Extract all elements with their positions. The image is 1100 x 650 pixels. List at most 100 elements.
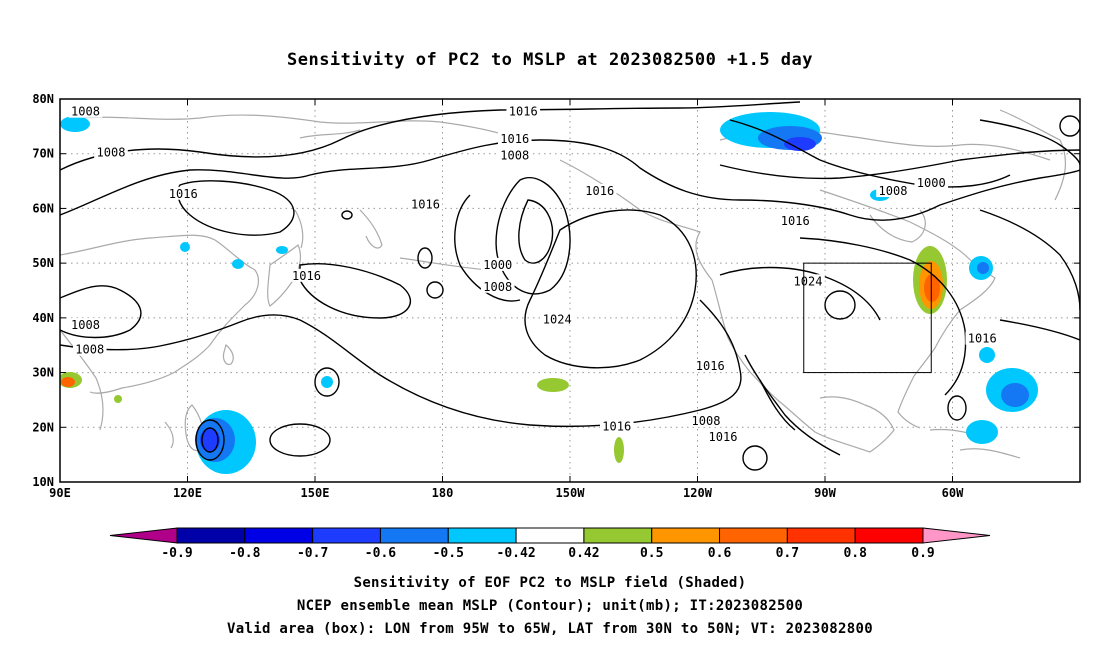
contour-label: 1024 [794, 274, 823, 288]
caption-line-3: Valid area (box): LON from 95W to 65W, L… [227, 621, 873, 637]
colorbar-labels: -0.9 -0.8 -0.7 -0.6 -0.5 -0.42 0.42 0.5 0.6 0.7 0.… [161, 546, 934, 561]
colorbar-segment [922, 527, 991, 544]
contour-label: 1016 [709, 430, 738, 444]
contour-label: 1016 [292, 269, 321, 283]
colorbar-segment [651, 527, 721, 544]
axis-ticks [59, 98, 1080, 483]
lon-label: 150W [556, 486, 586, 500]
contour-label-bg [876, 184, 910, 198]
mslp-contours [60, 101, 1080, 471]
colorbar-label: -0.6 [365, 546, 396, 561]
lon-label: 150E [301, 486, 330, 500]
colorbar-segment [176, 527, 246, 544]
contour-label-bg [778, 214, 813, 228]
lat-label: 40N [32, 311, 54, 325]
colorbar-segment [719, 527, 788, 544]
colorbar-segment [109, 527, 178, 544]
lat-label: 60N [32, 201, 54, 215]
figure-title: Sensitivity of PC2 to MSLP at 2023082500… [286, 50, 813, 70]
contour-label: 1016 [411, 198, 440, 212]
lon-label: 90E [49, 486, 71, 500]
contour-label: 1016 [500, 132, 529, 146]
colorbar-segment [583, 527, 653, 544]
contour-label: 1000 [483, 258, 512, 272]
contour-label-bg [693, 359, 728, 373]
lon-label: 180 [432, 486, 454, 500]
contour-label-bg [408, 197, 443, 211]
latitude-labels: 80N 70N 60N 50N 40N 30N 20N 10N [32, 92, 54, 489]
colorbar-segment [379, 527, 449, 544]
contour-label: 1016 [509, 105, 538, 119]
contour-label: 1016 [585, 184, 614, 198]
lat-label: 10N [32, 475, 54, 489]
contour-label-bg [791, 274, 825, 288]
contour-label: 1008 [71, 105, 100, 119]
contour-label-bg [166, 186, 201, 200]
colorbar [109, 527, 991, 544]
contour-label: 1008 [75, 343, 104, 357]
contour-label: 1016 [968, 332, 997, 346]
colorbar-segment [312, 527, 381, 544]
contour-label-bg [68, 104, 103, 118]
colorbar-label: 0.7 [776, 546, 799, 561]
contour-labels: 1008 1008 1016 1008 1008 1016 1016 1016 1016 1008… [68, 104, 1000, 444]
colorbar-label: 0.5 [640, 546, 663, 561]
lat-label: 30N [32, 366, 54, 380]
contour-label: 1008 [692, 414, 721, 428]
contour-label: 1016 [602, 419, 631, 433]
contour-label: 1016 [696, 359, 725, 373]
contour-label-bg [497, 132, 532, 146]
contour-label-bg [506, 104, 541, 118]
lon-label: 90W [814, 486, 836, 500]
contour-label-bg [914, 175, 949, 189]
contour-label-bg [540, 312, 575, 326]
colorbar-label: 0.9 [911, 546, 934, 561]
colorbar-segment [447, 527, 517, 544]
colorbar-label: -0.7 [297, 546, 328, 561]
lat-label: 50N [32, 256, 54, 270]
contour-label: 1016 [169, 187, 198, 201]
caption-line-1: Sensitivity of EOF PC2 to MSLP field (Sh… [353, 575, 747, 591]
contour-label-bg [582, 184, 617, 198]
colorbar-segment [515, 527, 585, 544]
contour-label-bg [68, 318, 103, 332]
longitude-labels: 90E 120E 150E 180 150W 120W 90W 60W [49, 486, 964, 500]
contour-label: 1008 [500, 148, 529, 162]
contour-label: 1024 [543, 313, 572, 327]
lon-label: 120W [683, 486, 713, 500]
colorbar-label: 0.6 [708, 546, 732, 561]
colorbar-label: -0.8 [229, 546, 260, 561]
contour-label: 1016 [781, 214, 810, 228]
lon-label: 60W [942, 486, 964, 500]
contour-label: 1008 [97, 146, 126, 160]
contour-label-bg [706, 430, 740, 444]
contour-label-bg [599, 419, 634, 433]
contour-label-bg [480, 257, 515, 271]
colorbar-segment [244, 527, 314, 544]
contour-label-bg [497, 148, 532, 162]
valid-area-box [803, 262, 932, 374]
lat-label: 80N [32, 92, 54, 106]
contour-label: 1008 [483, 280, 512, 294]
contour-label-bg [289, 268, 324, 282]
contour-label-bg [72, 342, 107, 356]
caption-line-2: NCEP ensemble mean MSLP (Contour); unit(… [296, 598, 804, 614]
lon-label: 120E [173, 486, 202, 500]
colorbar-segment [854, 527, 924, 544]
colorbar-label: -0.9 [161, 546, 192, 561]
colorbar-segment [786, 527, 856, 544]
contour-label-bg [94, 145, 128, 159]
lat-label: 20N [32, 420, 54, 434]
contour-label: 1000 [917, 176, 946, 190]
contour-label-bg [480, 279, 515, 293]
colorbar-label: -0.42 [497, 546, 536, 561]
colorbar-label: 0.8 [843, 546, 867, 561]
contour-label-bg [689, 413, 723, 427]
colorbar-label: -0.5 [433, 546, 464, 561]
contour-label: 1008 [879, 184, 908, 198]
lat-label: 70N [32, 147, 54, 161]
contour-label: 1008 [71, 318, 100, 332]
contour-label-bg [965, 331, 1000, 345]
colorbar-label: 0.42 [568, 546, 599, 561]
